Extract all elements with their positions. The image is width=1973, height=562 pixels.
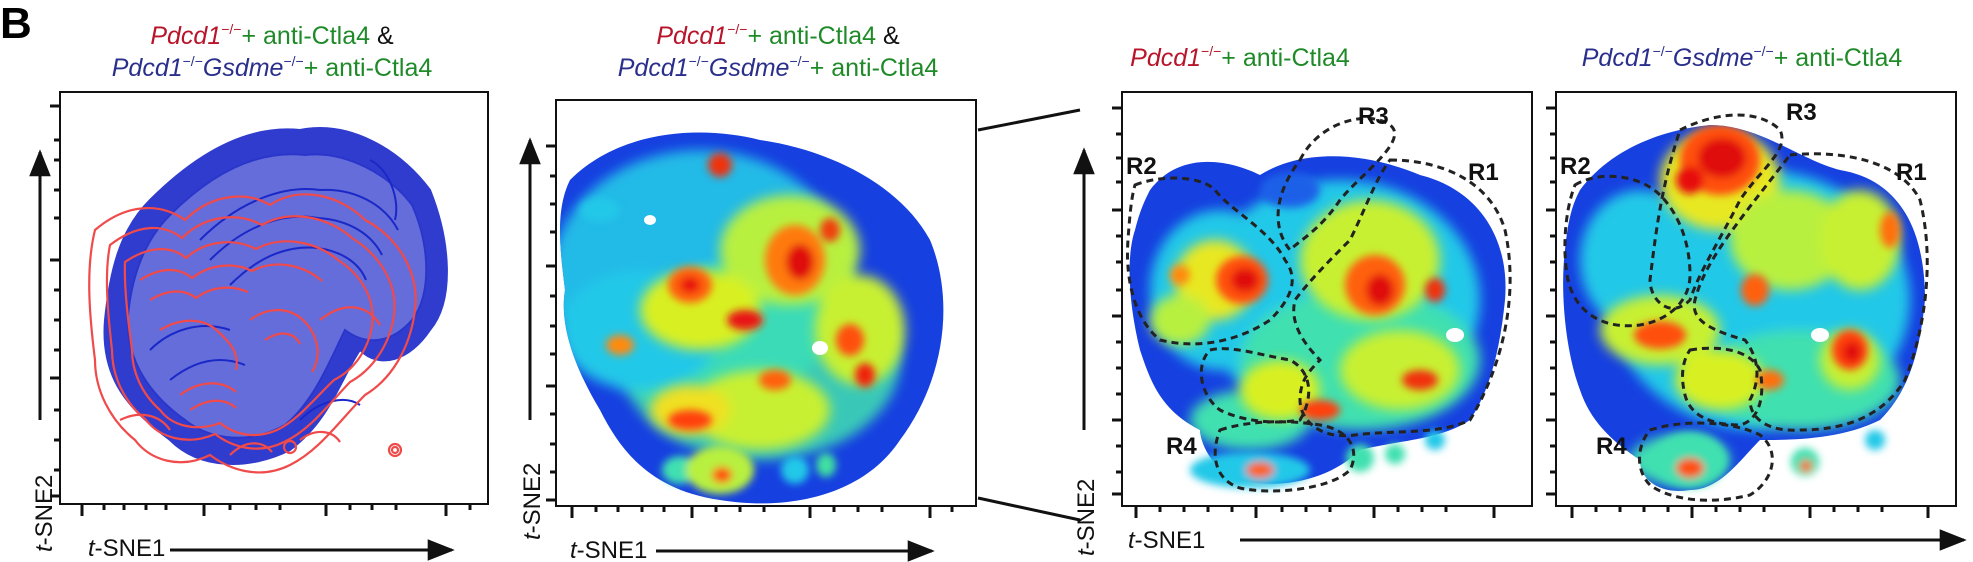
panel-2-satellites	[580, 198, 836, 494]
panel-4: Pdcd1−/−Gsdme−/−+ anti-Ctla4	[1546, 43, 1957, 518]
region-label-r4: R4	[1596, 433, 1627, 460]
panel-3-region-outlines	[1126, 116, 1512, 493]
panel-3-title: Pdcd1−/−+ anti-Ctla4	[1130, 43, 1350, 72]
panel-1-xlabel: t-SNE1	[88, 535, 455, 562]
region-label-r3: R3	[1358, 103, 1389, 130]
region-label-r1: R1	[1896, 159, 1927, 186]
panel-4-region-labels: R1 R2 R3 R4	[1560, 99, 1927, 460]
panel-1-ylabel: t-SNE2	[29, 149, 58, 552]
panel-4-title: Pdcd1−/−Gsdme−/−+ anti-Ctla4	[1582, 43, 1903, 72]
panel-2-xlabel: t-SNE1	[570, 537, 935, 562]
panel-4-ticks	[1546, 106, 1930, 518]
panel-3-density	[1129, 156, 1506, 484]
panel-1-ticks	[50, 104, 472, 516]
panel-2-frame	[555, 99, 977, 507]
region-label-r3: R3	[1786, 99, 1817, 126]
zoom-connectors	[977, 108, 1081, 522]
region-label-r4: R4	[1166, 433, 1197, 460]
panel-2-ticks	[546, 144, 954, 518]
panel-2-density	[560, 132, 944, 504]
panel-4-satellites	[1654, 430, 1885, 488]
panel-1-title-line2: Pdcd1−/−Gsdme−/−+ anti-Ctla4	[112, 53, 433, 82]
panel-3: Pdcd1−/−+ anti-Ctla4	[1073, 43, 1533, 556]
panel-3-ticks	[1112, 106, 1496, 518]
panel-2-title-line2: Pdcd1−/−Gsdme−/−+ anti-Ctla4	[618, 53, 939, 82]
panel-3-ylabel: t-SNE2	[1073, 147, 1100, 556]
panel-letter: B	[0, 0, 32, 48]
svg-text:t-SNE1: t-SNE1	[1128, 527, 1205, 554]
svg-text:t-SNE1: t-SNE1	[570, 537, 647, 562]
panel-4-region-outlines	[1563, 113, 1929, 502]
red-contours	[88, 193, 417, 474]
svg-text:t-SNE2: t-SNE2	[519, 463, 546, 540]
blue-contours	[103, 127, 448, 465]
panel-3-frame	[1121, 91, 1533, 507]
panel-1-frame	[59, 91, 489, 505]
shared-xlabel: t-SNE1	[1128, 527, 1967, 554]
region-label-r2: R2	[1126, 153, 1157, 180]
panel-3-region-labels: R1 R2 R3 R4	[1126, 103, 1499, 460]
panel-1: Pdcd1−/−+ anti-Ctla4 & Pdcd1−/−Gsdme−/−+…	[29, 21, 489, 562]
panel-2-ylabel: t-SNE2	[519, 137, 546, 540]
svg-text:t-SNE2: t-SNE2	[1073, 479, 1100, 556]
region-label-r2: R2	[1560, 153, 1591, 180]
panel-4-frame	[1555, 91, 1957, 507]
region-label-r1: R1	[1468, 159, 1499, 186]
panel-2-title-line1: Pdcd1−/−+ anti-Ctla4 &	[656, 21, 900, 50]
panel-3-satellites	[1190, 172, 1445, 488]
svg-text:t-SNE2: t-SNE2	[31, 475, 58, 552]
panel-1-title-line1: Pdcd1−/−+ anti-Ctla4 &	[150, 21, 394, 50]
panel-2: Pdcd1−/−+ anti-Ctla4 & Pdcd1−/−Gsdme−/−+…	[519, 21, 977, 562]
svg-text:t-SNE1: t-SNE1	[88, 535, 165, 562]
